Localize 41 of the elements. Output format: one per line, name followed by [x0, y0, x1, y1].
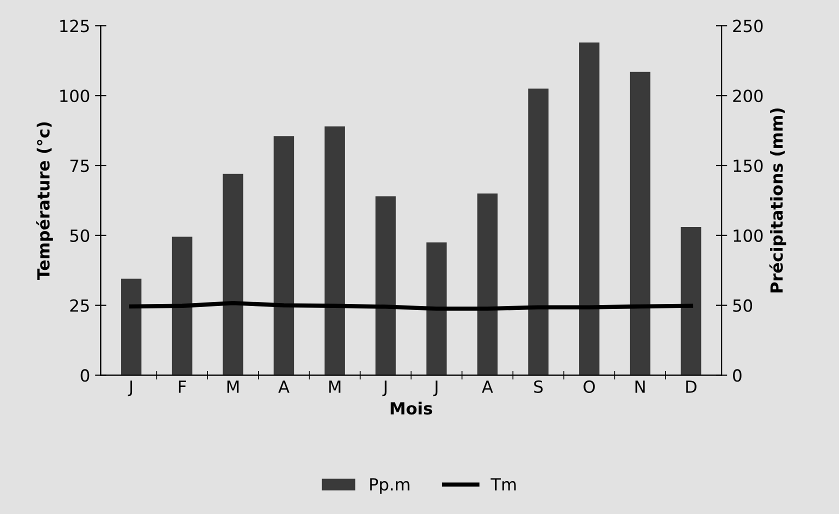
bar — [579, 42, 600, 376]
bar — [121, 278, 142, 376]
y2-axis-title: Précipitations (mm) — [769, 108, 786, 292]
y-tick-label: 50 — [70, 229, 90, 242]
bar — [426, 242, 447, 376]
bar — [680, 227, 702, 376]
bar — [477, 193, 498, 376]
x-tick-label: J — [128, 380, 132, 396]
x-tick-label: J — [382, 380, 386, 396]
y-tick-label: 0 — [80, 369, 90, 382]
x-tick-label: M — [227, 380, 239, 393]
x-tick-label: N — [636, 380, 645, 393]
y-tick-label: 75 — [70, 160, 89, 172]
y2-tick-label: 150 — [734, 159, 763, 172]
x-tick-label: S — [534, 380, 543, 393]
bar — [222, 174, 244, 376]
y-tick-label: 100 — [60, 90, 90, 102]
x-tick-label: A — [278, 380, 290, 393]
x-tick-label: D — [686, 380, 696, 393]
x-tick-label: F — [178, 380, 186, 393]
y2-tick-label: 200 — [733, 90, 763, 102]
bar — [172, 236, 192, 376]
bar — [630, 72, 650, 376]
x-tick-label: M — [329, 380, 340, 393]
x-axis-title: Mois — [390, 402, 432, 415]
y2-tick-label: 0 — [733, 369, 742, 382]
y2-tick-label: 100 — [734, 229, 763, 242]
bar — [375, 196, 396, 376]
y-axis-title: Température (°c) — [36, 122, 53, 280]
y-tick-label: 125 — [60, 20, 89, 32]
legend-label: Pp.m — [370, 478, 410, 494]
y-tick-label: 25 — [70, 299, 89, 312]
legend-label: Tm — [490, 478, 516, 490]
x-tick-label: A — [482, 380, 494, 393]
bar — [274, 136, 294, 376]
y2-tick-label: 250 — [733, 20, 763, 32]
bar — [324, 126, 345, 376]
bar — [528, 88, 549, 376]
y2-tick-label: 50 — [733, 299, 752, 312]
x-tick-label: O — [584, 380, 595, 393]
x-tick-label: J — [433, 380, 438, 396]
